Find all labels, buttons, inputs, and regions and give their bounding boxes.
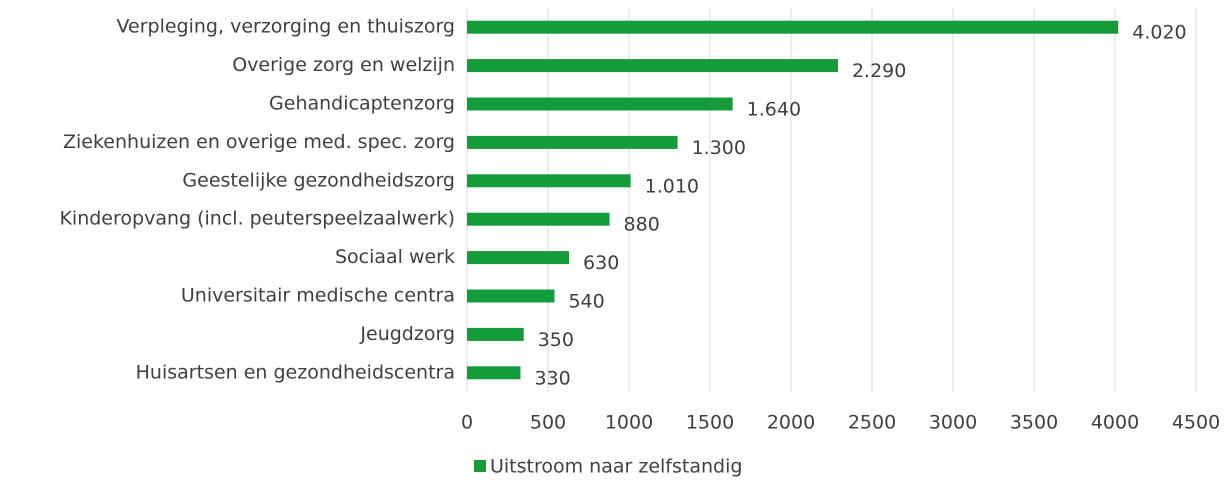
legend-label: Uitstroom naar zelfstandig xyxy=(490,456,742,478)
bar xyxy=(467,174,631,188)
value-label: 540 xyxy=(568,291,604,313)
y-tick-label: Verpleging, verzorging en thuiszorg xyxy=(117,16,456,38)
y-tick-label: Universitair medische centra xyxy=(181,285,455,307)
value-label: 330 xyxy=(534,367,570,389)
x-tick-label: 2500 xyxy=(848,412,896,434)
x-tick-label: 2000 xyxy=(767,412,815,434)
x-tick-label: 3500 xyxy=(1010,412,1058,434)
x-tick-label: 500 xyxy=(530,412,566,434)
y-tick-label: Gehandicaptenzorg xyxy=(269,93,455,115)
bar xyxy=(467,20,1119,34)
bar xyxy=(467,327,524,341)
bar xyxy=(467,289,555,303)
value-label: 2.290 xyxy=(852,60,906,82)
bar xyxy=(467,212,610,226)
y-tick-label: Geestelijke gezondheidszorg xyxy=(182,169,455,191)
value-label: 630 xyxy=(583,252,619,274)
bar xyxy=(467,59,838,73)
value-label: 350 xyxy=(538,329,574,351)
bar xyxy=(467,251,570,265)
x-tick-label: 1000 xyxy=(605,412,653,434)
y-tick-label: Sociaal werk xyxy=(335,246,455,268)
value-label: 4.020 xyxy=(1132,22,1186,44)
x-tick-label: 4500 xyxy=(1172,412,1220,434)
value-label: 1.010 xyxy=(645,175,699,197)
value-label: 880 xyxy=(624,214,660,236)
bar xyxy=(467,97,733,111)
y-tick-label: Kinderopvang (incl. peuterspeelzaalwerk) xyxy=(59,208,455,230)
bar xyxy=(467,135,678,149)
y-tick-label: Overige zorg en welzijn xyxy=(232,54,455,76)
y-tick-label: Ziekenhuizen en overige med. spec. zorg xyxy=(63,131,455,153)
x-tick-label: 1500 xyxy=(686,412,734,434)
value-label: 1.300 xyxy=(692,137,746,159)
bar xyxy=(467,366,521,380)
x-tick-label: 0 xyxy=(461,412,473,434)
y-tick-label: Jeugdzorg xyxy=(359,323,455,345)
x-tick-label: 3000 xyxy=(929,412,977,434)
legend-swatch xyxy=(474,460,486,472)
x-tick-label: 4000 xyxy=(1091,412,1139,434)
y-tick-label: Huisartsen en gezondheidscentra xyxy=(136,361,455,383)
value-label: 1.640 xyxy=(747,99,801,121)
